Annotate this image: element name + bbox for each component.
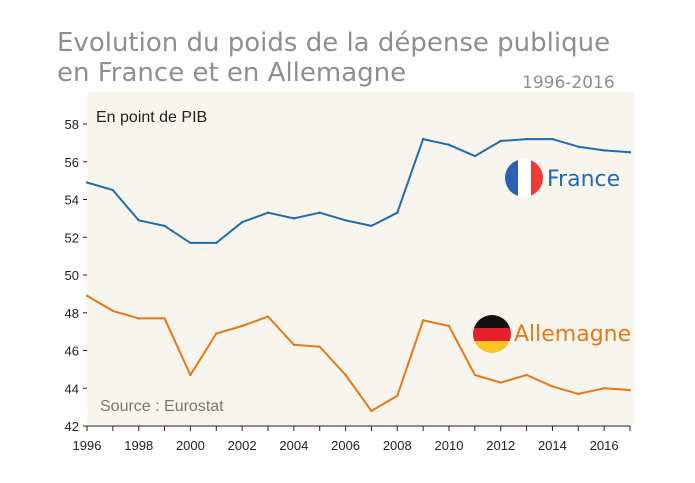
x-tick-label: 2016 [590, 438, 619, 453]
x-tick-label: 2006 [331, 438, 360, 453]
chart-title-line-2: en France et en Allemagne [57, 58, 407, 88]
data-point-france [111, 188, 115, 192]
y-tick-label: 50 [65, 268, 79, 283]
data-point-france [240, 220, 244, 224]
data-point-allemagne [628, 388, 632, 392]
x-tick-label: 1996 [73, 438, 102, 453]
x-tick-label: 2010 [435, 438, 464, 453]
y-tick-label: 46 [65, 344, 79, 359]
data-point-allemagne [447, 324, 451, 328]
series-line-allemagne [86, 294, 631, 412]
x-tick-label: 2000 [176, 438, 205, 453]
data-point-allemagne [215, 332, 218, 335]
y-tick-label: 52 [65, 230, 79, 245]
data-point-allemagne [85, 294, 89, 297]
data-point-france [421, 137, 425, 141]
data-point-france [602, 149, 606, 152]
x-tick-label: 2014 [538, 438, 567, 453]
chart-period: 1996-2016 [522, 73, 615, 93]
data-point-france [163, 224, 166, 228]
data-point-allemagne [163, 317, 166, 320]
x-axis: 1996 1998 2000 2002 2004 2006 2008 2010 2012 2014… [73, 425, 631, 453]
y-tick-label: 54 [65, 193, 79, 208]
data-point-france [189, 241, 192, 245]
data-point-allemagne [551, 385, 554, 388]
x-tick-label: 2008 [383, 438, 412, 453]
data-point-allemagne [577, 392, 580, 396]
data-point-france [344, 219, 347, 222]
data-point-france [137, 219, 140, 222]
y-tick-label: 42 [65, 419, 79, 434]
x-tick-label: 2012 [486, 438, 515, 453]
data-point-france [370, 224, 373, 228]
source-note: Source : Eurostat [100, 398, 224, 415]
data-point-france [447, 143, 451, 146]
data-point-allemagne [344, 373, 347, 377]
chart-title-line-1: Evolution du poids de la dépense publiqu… [57, 28, 611, 58]
france-flag-icon [505, 159, 543, 197]
plot-panel [87, 92, 635, 426]
data-point-allemagne [240, 324, 244, 328]
data-point-allemagne [111, 309, 115, 313]
germany-flag-icon [473, 315, 511, 353]
x-tick-label: 2004 [279, 438, 308, 453]
data-point-france [292, 217, 296, 220]
y-axis-label: En point de PIB [96, 109, 207, 126]
data-point-france [577, 145, 580, 148]
x-tick-label: 2002 [228, 438, 257, 453]
data-point-france [266, 211, 270, 214]
legend-france: France [505, 159, 620, 197]
legend-label-france: France [547, 167, 620, 192]
data-point-allemagne [525, 373, 528, 377]
chart-title: Evolution du poids de la dépense publiqu… [57, 28, 657, 88]
y-tick-label: 44 [65, 381, 79, 396]
data-point-france [628, 151, 632, 154]
data-point-allemagne [473, 373, 477, 377]
data-point-allemagne [266, 315, 270, 318]
y-tick-label: 48 [65, 306, 79, 321]
data-point-france [215, 241, 218, 245]
data-point-allemagne [137, 317, 140, 320]
data-point-allemagne [292, 343, 296, 347]
series-line-france [86, 138, 631, 244]
data-point-allemagne [396, 394, 399, 397]
data-point-allemagne [189, 373, 192, 377]
data-point-france [551, 137, 554, 141]
y-tick-label: 58 [65, 117, 79, 132]
data-point-france [85, 181, 89, 184]
data-point-allemagne [421, 319, 425, 322]
data-point-allemagne [370, 409, 373, 413]
data-point-france [396, 211, 399, 214]
y-axis: 42 44 46 48 50 52 54 56 58 [65, 117, 87, 434]
data-point-france [473, 154, 477, 158]
data-point-allemagne [499, 381, 502, 384]
data-point-france [318, 211, 321, 214]
data-point-allemagne [318, 345, 321, 348]
x-tick-label: 1998 [124, 438, 153, 453]
data-point-france [499, 139, 502, 143]
data-point-france [525, 137, 528, 141]
legend-label-allemagne: Allemagne [514, 322, 631, 347]
y-tick-label: 56 [65, 155, 79, 170]
legend-allemagne: Allemagne [473, 315, 631, 353]
data-point-allemagne [602, 387, 606, 390]
